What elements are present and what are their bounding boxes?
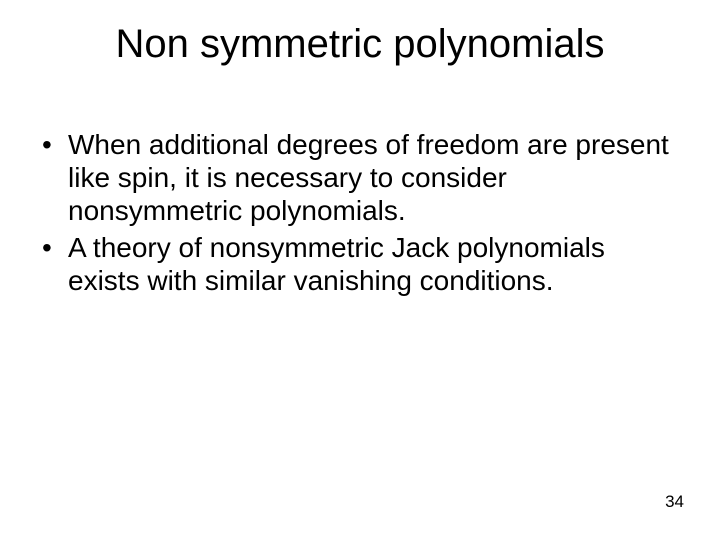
slide-body: When additional degrees of freedom are p… [40, 128, 680, 301]
bullet-list: When additional degrees of freedom are p… [40, 128, 680, 297]
slide-title: Non symmetric polynomials [0, 22, 720, 67]
page-number: 34 [665, 492, 684, 512]
list-item: A theory of nonsymmetric Jack polynomial… [40, 231, 680, 297]
slide: Non symmetric polynomials When additiona… [0, 0, 720, 540]
list-item: When additional degrees of freedom are p… [40, 128, 680, 227]
